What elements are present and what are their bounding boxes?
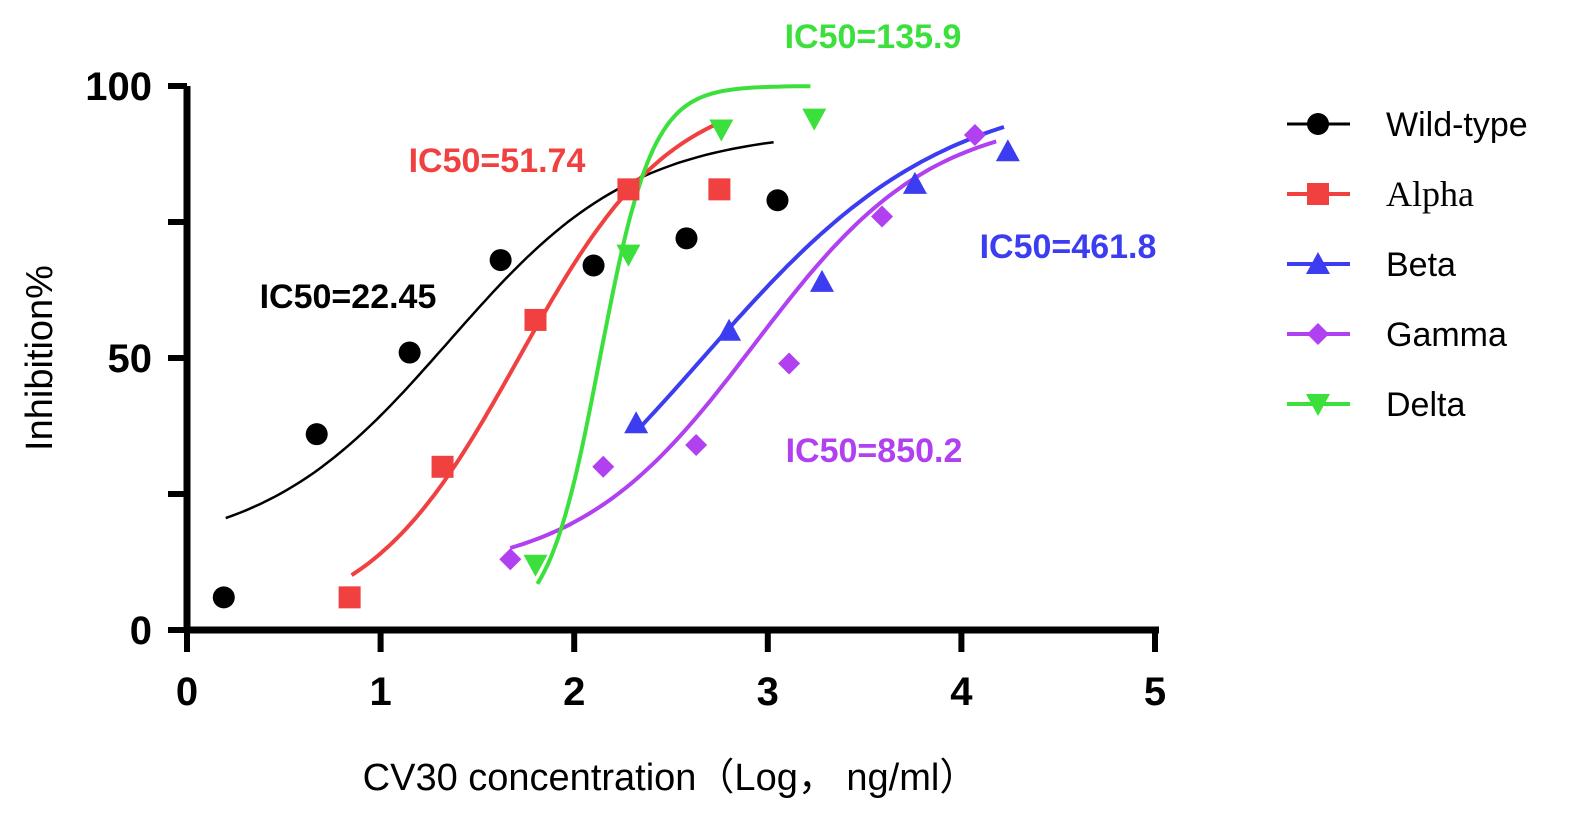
point-alpha-3 [617, 178, 640, 201]
x-tick-label-3: 3 [757, 670, 779, 714]
x-tick-label-4: 4 [950, 670, 973, 714]
point-beta-1 [717, 318, 742, 341]
point-beta-3 [902, 171, 927, 194]
axes [183, 86, 1159, 634]
legend-marker-delta [1306, 394, 1330, 416]
legend-marker-gamma [1307, 323, 1329, 345]
fit-curve-delta [535, 84, 811, 585]
point-delta-0 [523, 554, 548, 577]
legend-marker-beta [1306, 252, 1330, 274]
legend-marker-wild-type [1307, 113, 1329, 135]
point-wild-type-6 [766, 189, 789, 212]
legend-marker-alpha [1307, 183, 1329, 205]
point-delta-3 [802, 108, 827, 131]
ic50-labels: IC50=22.45 IC50=51.74 IC50=461.8 IC50=850.2… [260, 18, 1157, 470]
y-tick-label-50: 50 [108, 337, 153, 381]
legend-label-gamma: Gamma [1386, 316, 1507, 354]
point-beta-2 [810, 269, 835, 292]
point-wild-type-0 [212, 586, 235, 609]
legend-label-alpha: Alpha [1386, 174, 1474, 214]
legend-label-delta: Delta [1386, 386, 1465, 424]
point-delta-1 [616, 244, 641, 267]
data-markers [212, 108, 1020, 609]
point-wild-type-4 [582, 254, 605, 277]
ticks [168, 83, 1158, 652]
point-gamma-0 [499, 548, 522, 571]
point-wild-type-2 [398, 341, 421, 364]
ic50-label-wild-type: IC50=22.45 [260, 278, 437, 316]
point-alpha-1 [431, 455, 454, 478]
legend-label-beta: Beta [1386, 246, 1456, 284]
fit-curve-beta [634, 125, 1005, 433]
fit-curves [225, 84, 1005, 585]
point-beta-4 [995, 139, 1020, 162]
y-axis-title: Inhibition% [19, 265, 61, 451]
point-beta-0 [624, 411, 649, 434]
point-wild-type-5 [675, 227, 698, 250]
point-wild-type-3 [489, 249, 512, 272]
legend: Wild-type Alpha Beta Gamma Delta [1287, 106, 1528, 424]
point-delta-2 [709, 119, 734, 142]
point-alpha-2 [524, 308, 547, 331]
fit-curve-wild-type [225, 140, 774, 520]
x-tick-label-1: 1 [369, 670, 391, 714]
x-axis-title: CV30 concentration（Log， ng/ml） [363, 757, 978, 799]
point-gamma-1 [592, 455, 615, 478]
ic50-label-delta: IC50=135.9 [785, 18, 962, 56]
ic50-label-beta: IC50=461.8 [980, 228, 1157, 266]
point-gamma-3 [778, 352, 801, 375]
x-tick-label-0: 0 [176, 670, 198, 714]
fit-curve-alpha [350, 122, 717, 577]
point-alpha-0 [338, 586, 361, 609]
point-gamma-4 [871, 205, 894, 228]
fit-curve-gamma [509, 139, 997, 550]
point-gamma-2 [685, 434, 708, 457]
ic50-label-gamma: IC50=850.2 [786, 432, 963, 470]
x-tick-label-5: 5 [1144, 670, 1166, 714]
point-gamma-5 [963, 123, 986, 146]
x-tick-label-2: 2 [563, 670, 585, 714]
point-alpha-4 [708, 178, 731, 201]
legend-label-wild-type: Wild-type [1386, 106, 1528, 144]
ic50-label-alpha: IC50=51.74 [409, 142, 586, 180]
y-tick-label-0: 0 [130, 609, 152, 653]
y-tick-label-100: 100 [85, 65, 152, 109]
point-wild-type-1 [305, 423, 328, 446]
